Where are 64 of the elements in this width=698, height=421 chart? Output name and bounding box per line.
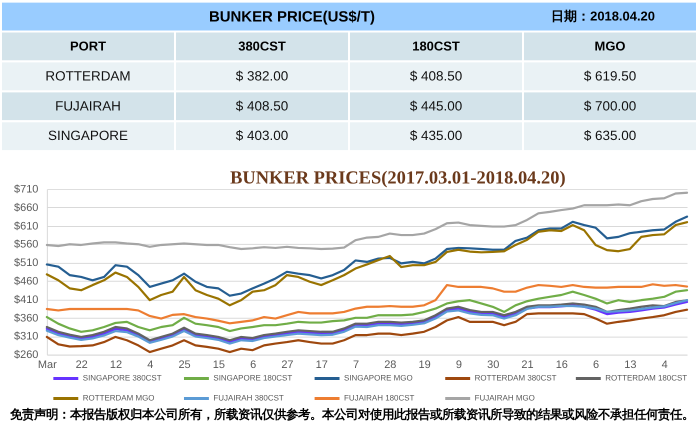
legend-label: FUJAIRAH 380CST [213,393,284,402]
line-series [46,221,688,306]
data-label: $ 408.50 [236,98,288,114]
line-series [46,192,688,250]
x-tick-label: 27 [281,359,294,372]
data-label: $ 403.00 [236,128,288,144]
y-tick-label: $560 [14,238,38,251]
x-tick-label: Mar [38,359,58,372]
series-label: 380CST [238,38,286,54]
text: 日期：2018.04.20 [551,8,655,24]
x-tick-label: 7 [352,359,360,372]
x-tick-label: 25 [178,359,191,372]
x-tick-label: 15 [212,359,225,372]
data-label: $ 635.00 [584,128,636,144]
y-tick-label: $460 [14,276,38,288]
text: BUNKER PRICE(US$/T) [208,8,375,26]
category-label: FUJAIRAH [55,98,121,114]
chart-title: BUNKER PRICES(2017.03.01-2018.04.20) [230,168,566,188]
x-tick-label: 30 [487,359,500,372]
y-tick-label: $410 [14,294,38,306]
legend-label: ROTTERDAM 380CST [474,374,557,383]
x-tick-label: 9 [456,359,462,372]
x-tick-label: 22 [76,359,88,372]
text: PORT [70,38,106,54]
legend-label: ROTTERDAM MGO [82,393,154,402]
legend-label: SINGAPORE MGO [344,374,413,383]
x-tick-label: 6 [250,359,256,372]
data-label: $ 435.00 [410,128,462,144]
legend-label: FUJAIRAH 180CST [344,393,415,402]
line-series [46,308,688,354]
x-tick-label: 28 [384,359,396,372]
legend-label: SINGAPORE 180CST [213,374,292,383]
y-tick-label: $710 [14,184,38,196]
y-tick-label: $310 [14,330,38,343]
data-label: $ 619.50 [584,68,636,84]
x-tick-label: 17 [316,359,328,372]
x-tick-label: 4 [662,359,668,372]
category-label: SINGAPORE [48,128,128,144]
y-tick-label: $660 [14,202,38,214]
legend-label: FUJAIRAH MGO [474,393,535,402]
y-tick-label: $610 [14,220,38,232]
text: 免责声明：本报告版权归本公司所有，所载资讯仅供参考。本公司对使用此报告或所载资讯所导致的结果或风险不承担任何责任。 [8,407,694,421]
y-tick-label: $260 [14,349,38,362]
category-label: ROTTERDAM [45,68,131,84]
line-series [46,289,688,333]
data-label: $ 445.00 [410,98,462,114]
series-label: 180CST [412,38,460,54]
x-tick-label: 19 [418,359,431,372]
x-tick-label: 6 [593,359,600,372]
y-tick-label: $360 [14,312,38,324]
x-tick-label: 12 [110,359,122,372]
x-tick-label: 16 [556,359,568,372]
x-tick-label: 13 [624,359,636,372]
x-tick-label: 4 [147,359,154,372]
data-label: $ 408.50 [410,68,462,84]
legend-label: ROTTERDAM 180CST [605,374,688,383]
y-tick-label: $510 [14,257,38,270]
line-series [46,283,688,324]
x-tick-label: 21 [521,359,534,372]
data-label: $ 382.00 [236,68,288,84]
data-label: $ 700.00 [584,98,636,114]
line-series [46,216,688,297]
legend-label: SINGAPORE 380CST [82,374,162,383]
series-label: MGO [594,38,626,54]
